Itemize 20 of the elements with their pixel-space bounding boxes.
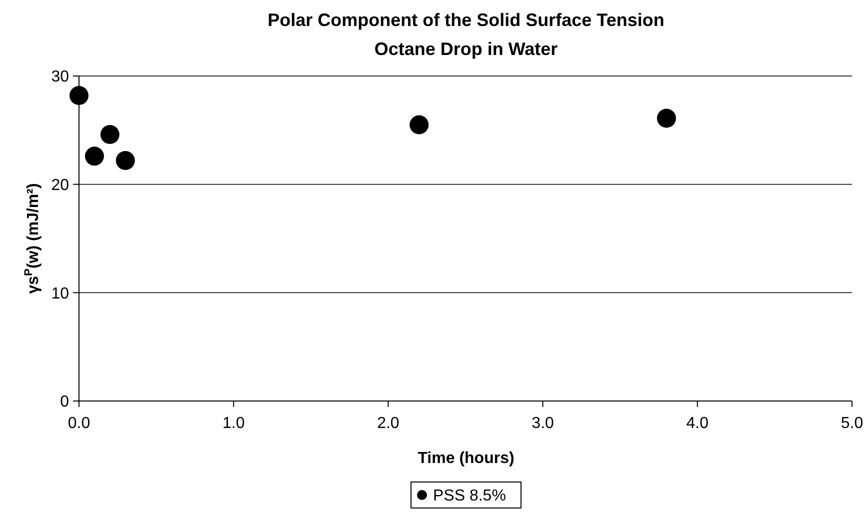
y-tick-label: 30 xyxy=(51,68,70,86)
x-tick-label: 0.0 xyxy=(68,415,90,432)
y-tick-label: 0 xyxy=(60,394,70,411)
y-tick-label: 10 xyxy=(51,285,70,302)
x-tick-label: 4.0 xyxy=(686,415,709,432)
point xyxy=(410,115,429,134)
point xyxy=(116,151,135,170)
point xyxy=(84,146,104,166)
x-tick-label: 1.0 xyxy=(222,415,245,432)
point xyxy=(70,86,88,105)
legend-label: PSS 8.5% xyxy=(433,488,506,505)
chart-subtitle: Octane Drop in Water xyxy=(374,39,558,59)
point xyxy=(100,125,120,144)
x-axis-title: Time (hours) xyxy=(418,450,514,467)
y-tick-label: 20 xyxy=(51,176,70,194)
x-tick-label: 2.0 xyxy=(377,415,400,432)
x-tick-label: 3.0 xyxy=(532,415,554,432)
x-tick-label: 5.0 xyxy=(840,415,864,432)
point xyxy=(656,108,676,128)
chart-title: Polar Component of the Solid Surface Tension xyxy=(268,10,664,30)
